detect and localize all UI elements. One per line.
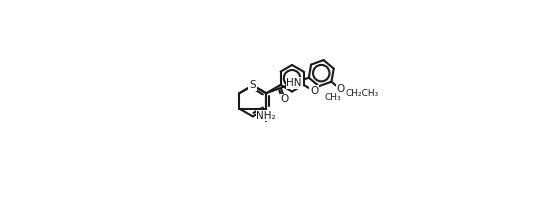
Text: CH₂CH₃: CH₂CH₃ (346, 89, 379, 98)
Text: O: O (337, 84, 345, 95)
Text: S: S (250, 80, 256, 90)
Text: CH₃: CH₃ (325, 93, 341, 101)
Text: O: O (310, 86, 318, 96)
Text: NH₂: NH₂ (256, 111, 276, 121)
Text: N: N (249, 80, 257, 90)
Text: HN: HN (286, 78, 302, 88)
Text: O: O (281, 94, 289, 104)
Text: O: O (310, 86, 318, 96)
